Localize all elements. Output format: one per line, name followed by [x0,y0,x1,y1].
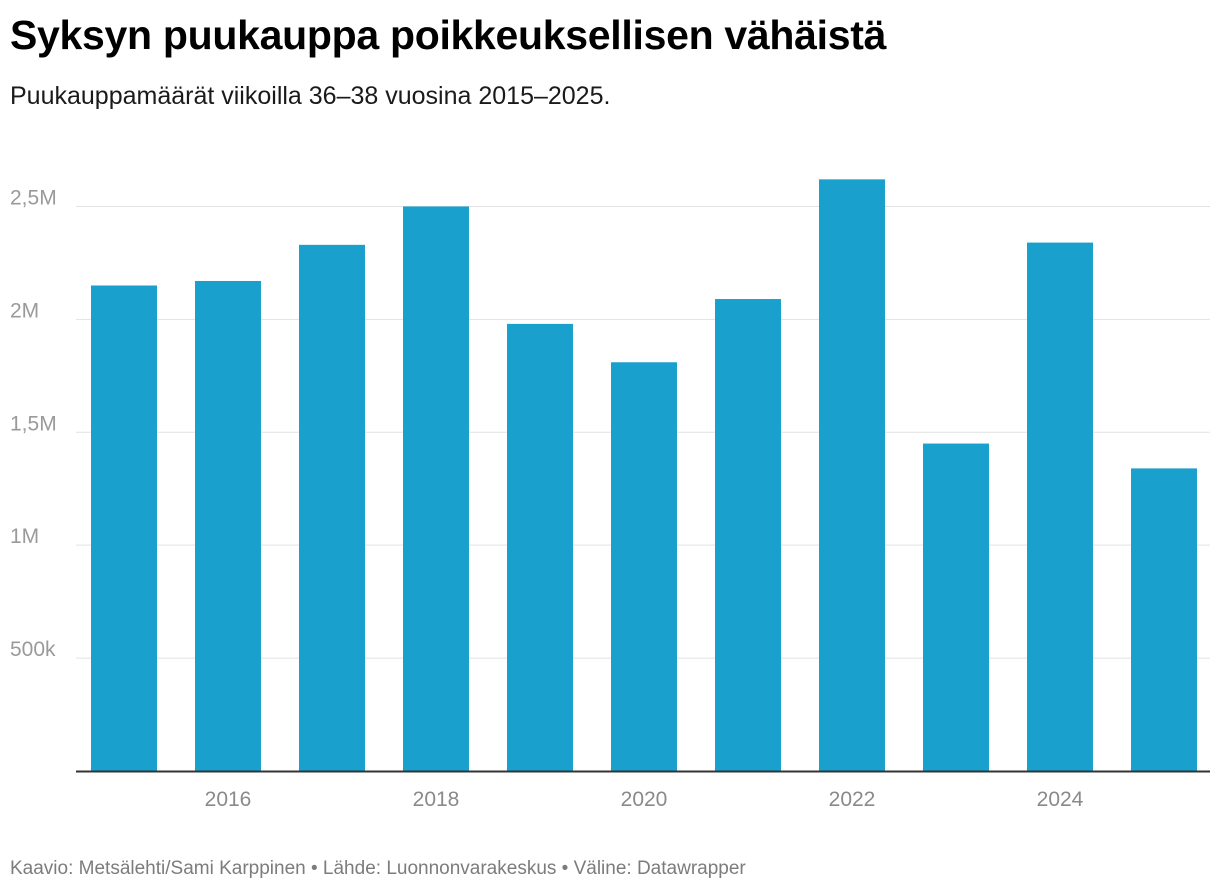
x-tick-label: 2016 [205,788,252,811]
x-tick-label: 2022 [829,788,876,811]
bar-2016 [195,280,261,771]
bar-2015 [91,285,157,771]
bar-2024 [1027,242,1093,771]
bar-2018 [403,206,469,772]
chart-footer-credit: Kaavio: Metsälehti/Sami Karppinen • Lähd… [10,858,746,879]
y-tick-label: 500k [10,638,56,661]
y-tick-label: 1,5M [10,412,57,435]
bar-2017 [299,244,365,772]
y-axis-labels: 500k 1M 1,5M 2M 2,5M [10,186,57,661]
bars [91,179,1197,772]
bar-2022 [819,179,885,771]
chart-title: Syksyn puukauppa poikkeuksellisen vähäis… [10,12,887,58]
bar-2021 [715,299,781,771]
bar-2023 [923,443,989,771]
bar-2019 [507,323,573,771]
x-tick-label: 2024 [1037,788,1084,811]
y-tick-label: 2M [10,299,39,322]
x-tick-label: 2020 [621,788,668,811]
x-axis-labels: 2016 2018 2020 2022 2024 [205,788,1084,811]
y-tick-label: 2,5M [10,186,57,209]
chart-subtitle: Puukauppamäärät viikoilla 36–38 vuosina … [10,82,611,110]
bar-chart: 500k 1M 1,5M 2M 2,5M 2016 2018 2020 2022 2024 [10,179,1210,811]
bar-2020 [611,362,677,771]
bar-2025 [1131,468,1197,771]
y-tick-label: 1M [10,525,39,548]
x-tick-label: 2018 [413,788,460,811]
